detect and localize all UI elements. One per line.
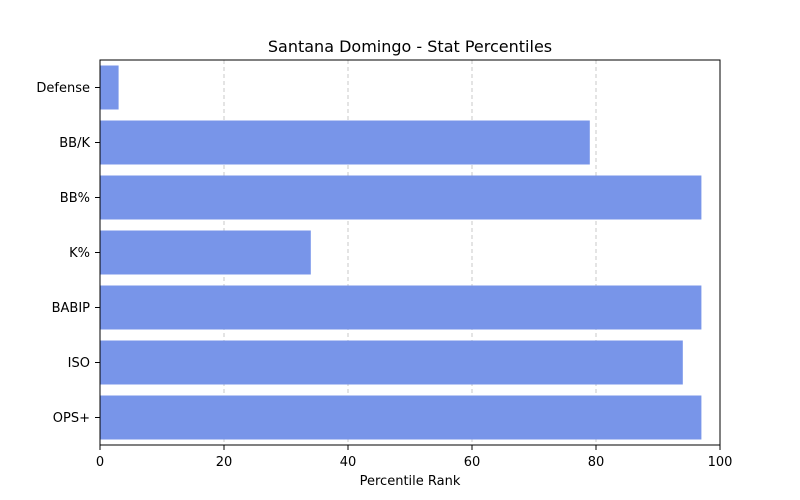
x-tick-label: 40 — [340, 455, 357, 470]
bars — [100, 65, 702, 440]
bar-iso — [100, 340, 683, 385]
y-tick-label: OPS+ — [53, 411, 90, 426]
bar-ops — [100, 395, 702, 440]
y-tick-label: K% — [69, 246, 90, 261]
x-axis-ticks: 0 20 40 60 80 100 — [96, 445, 733, 470]
y-axis-ticks: Defense BB/K BB% K% BABIP ISO OPS+ — [36, 81, 100, 426]
x-tick-label: 0 — [96, 455, 104, 470]
y-tick-label: BABIP — [52, 301, 91, 316]
x-axis-label: Percentile Rank — [360, 474, 461, 489]
x-tick-label: 100 — [708, 455, 733, 470]
bar-babip — [100, 285, 702, 330]
x-tick-label: 80 — [588, 455, 605, 470]
y-tick-label: BB% — [60, 191, 90, 206]
bar-defense — [100, 65, 119, 110]
y-tick-label: Defense — [36, 81, 90, 96]
x-tick-label: 60 — [464, 455, 481, 470]
y-tick-label: ISO — [68, 356, 90, 371]
x-tick-label: 20 — [216, 455, 233, 470]
y-tick-label: BB/K — [59, 136, 90, 151]
chart-title: Santana Domingo - Stat Percentiles — [268, 37, 552, 56]
bar-bb — [100, 175, 702, 220]
bar-k — [100, 230, 311, 275]
bar-bb-k — [100, 120, 590, 165]
